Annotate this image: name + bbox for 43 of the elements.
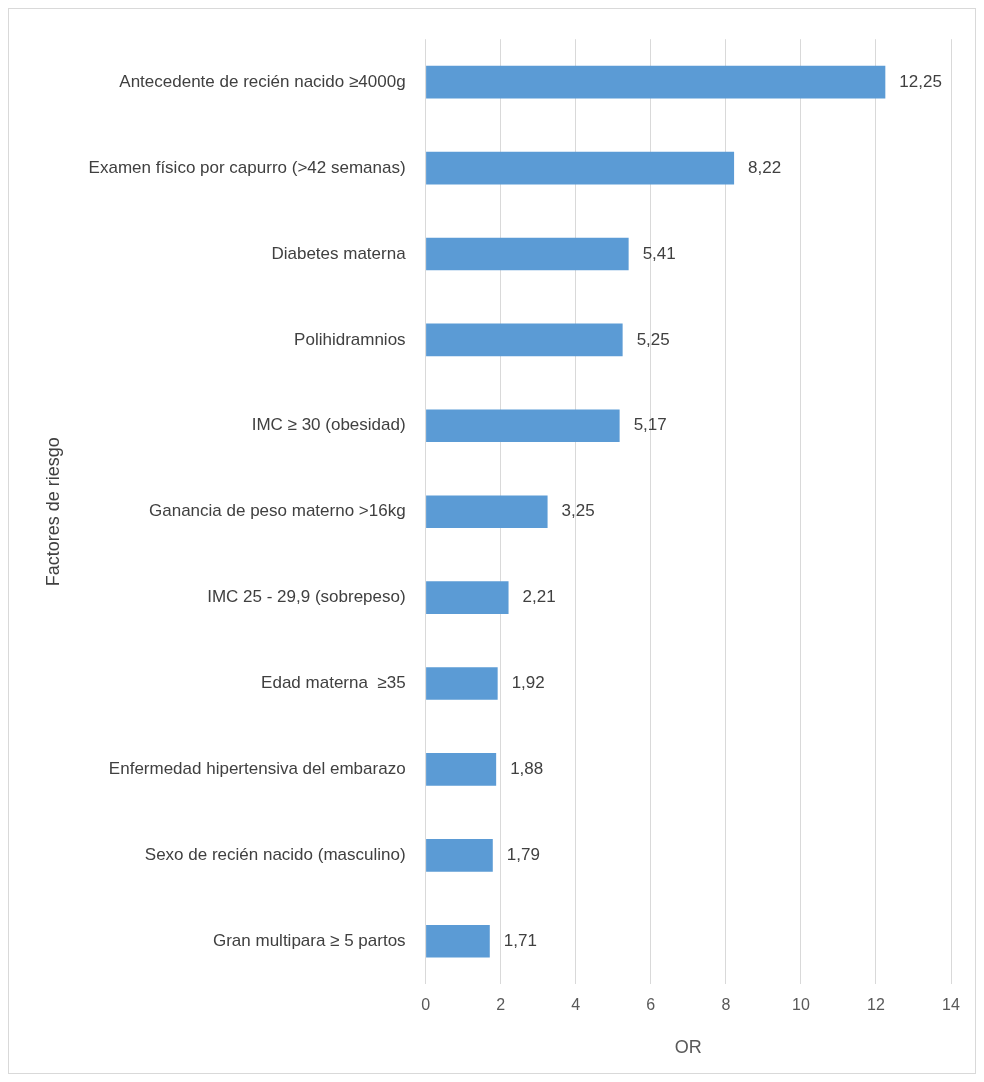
bar [426,409,620,443]
y-axis-title: Factores de riesgo [42,437,63,587]
x-tick-label: 14 [942,996,960,1014]
y-tick-label: IMC 25 - 29,9 (sobrepeso) [207,587,406,607]
x-tick-label: 4 [571,996,581,1014]
x-tick-label: 8 [721,996,731,1014]
data-label: 5,41 [642,243,676,263]
y-tick-label: Edad materna ≥35 [261,673,406,693]
data-label: 5,17 [633,415,667,435]
data-label: 1,71 [503,930,537,950]
data-label: 3,25 [561,501,595,521]
y-tick-label: Antecedente de recién nacido ≥4000g [119,71,406,91]
bar [426,667,498,700]
data-label: 1,92 [511,673,545,693]
bar [426,581,509,614]
data-label: 2,21 [522,587,556,607]
x-tick-label: 0 [421,996,431,1014]
x-tick-label: 2 [496,996,506,1014]
y-tick-label: Sexo de recién nacido (masculino) [144,845,406,865]
data-label: 1,79 [506,845,540,865]
x-tick-label: 12 [867,996,885,1014]
data-label: 12,25 [899,71,942,91]
data-label: 8,22 [748,157,782,177]
data-label: 5,25 [636,329,670,349]
x-tick-label: 6 [646,996,656,1014]
y-tick-label: Diabetes materna [271,243,407,263]
bar [426,237,629,271]
y-tick-label: Gran multipara ≥ 5 partos [212,930,406,950]
bar [426,753,497,786]
y-tick-label: Polihidramnios [294,329,406,349]
bar [426,839,493,872]
x-tick-label: 10 [791,996,810,1014]
bar [426,323,623,357]
y-tick-label: Enfermedad hipertensiva del embarazo [108,759,406,779]
x-axis-title: OR [674,1037,702,1058]
bar [426,151,735,185]
y-tick-label: Examen físico por capurro (>42 semanas) [88,157,406,177]
bar [426,495,548,529]
bar [426,924,490,958]
data-label: 1,88 [510,759,544,779]
y-tick-label: IMC ≥ 30 (obesidad) [251,415,406,435]
bar [426,65,886,99]
y-tick-label: Ganancia de peso materno >16kg [149,501,406,521]
